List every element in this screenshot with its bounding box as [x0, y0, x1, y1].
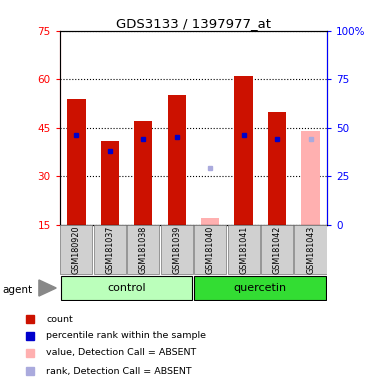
Bar: [61, 276, 192, 300]
Text: GSM181040: GSM181040: [206, 225, 215, 274]
Text: rank, Detection Call = ABSENT: rank, Detection Call = ABSENT: [46, 367, 192, 376]
Text: count: count: [46, 314, 73, 324]
Title: GDS3133 / 1397977_at: GDS3133 / 1397977_at: [116, 17, 271, 30]
Bar: [194, 276, 326, 300]
Bar: [167, 95, 186, 225]
Text: GSM181037: GSM181037: [105, 225, 114, 274]
Bar: [100, 141, 119, 225]
Bar: [134, 121, 152, 225]
Bar: [295, 225, 326, 274]
Text: GSM181043: GSM181043: [306, 225, 315, 274]
Text: percentile rank within the sample: percentile rank within the sample: [46, 331, 206, 341]
Text: quercetin: quercetin: [234, 283, 287, 293]
Text: GSM181041: GSM181041: [239, 225, 248, 274]
Bar: [161, 225, 193, 274]
Text: GSM181042: GSM181042: [273, 225, 281, 274]
Text: GSM181038: GSM181038: [139, 225, 148, 274]
Text: agent: agent: [2, 285, 32, 295]
Bar: [301, 131, 320, 225]
Bar: [194, 225, 226, 274]
Text: GSM181039: GSM181039: [172, 225, 181, 274]
Polygon shape: [39, 280, 56, 296]
Bar: [127, 225, 159, 274]
Text: GSM180920: GSM180920: [72, 225, 81, 274]
Bar: [201, 218, 219, 225]
Bar: [234, 76, 253, 225]
Bar: [94, 225, 126, 274]
Bar: [261, 225, 293, 274]
Bar: [60, 225, 92, 274]
Bar: [268, 111, 286, 225]
Bar: [228, 225, 260, 274]
Bar: [67, 99, 85, 225]
Text: control: control: [107, 283, 146, 293]
Text: value, Detection Call = ABSENT: value, Detection Call = ABSENT: [46, 348, 196, 358]
